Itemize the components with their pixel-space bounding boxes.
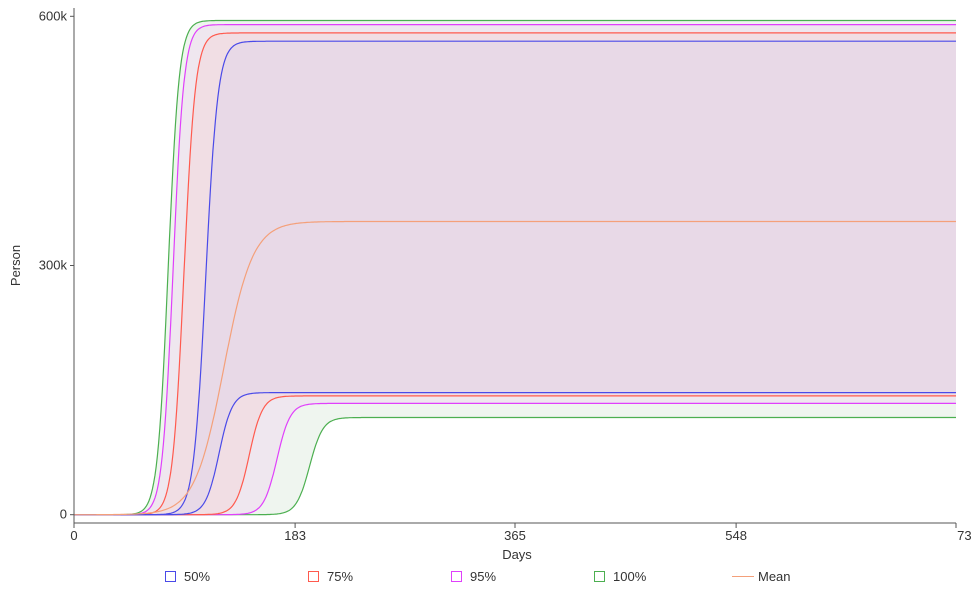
x-tick-label: 0 [70, 528, 77, 543]
x-tick-label: 730 [957, 528, 971, 543]
x-tick-label: 183 [284, 528, 306, 543]
band-95-lower-line [74, 402, 956, 516]
band-95-upper-line [74, 24, 956, 516]
series-lines [74, 19, 956, 516]
legend-label-100: 100% [613, 569, 647, 584]
band-100-upper-line [74, 19, 956, 516]
x-tick-label: 548 [725, 528, 747, 543]
band-50-area [74, 41, 956, 515]
x-axis-ticks: 0 183 365 548 730 [70, 523, 971, 543]
legend-swatch-50 [165, 571, 176, 582]
mean-line [74, 220, 956, 516]
chart-svg: 0 300k 600k 0 183 365 548 730 Days Person [8, 8, 971, 562]
legend-item-100[interactable]: 100% [594, 569, 646, 584]
y-tick-label: 300k [39, 258, 68, 273]
y-axis-ticks: 0 300k 600k [39, 8, 74, 522]
legend-swatch-75 [308, 571, 319, 582]
x-tick-label: 365 [504, 528, 526, 543]
legend-label-50: 50% [184, 569, 211, 584]
legend-item-mean[interactable]: Mean [732, 569, 791, 584]
legend-item-50[interactable]: 50% [165, 569, 210, 584]
x-axis-title: Days [502, 547, 532, 562]
legend-label-95: 95% [470, 569, 497, 584]
legend-swatch-mean [732, 576, 754, 577]
y-axis-title: Person [8, 245, 23, 286]
legend-swatch-100 [594, 571, 605, 582]
band-50-upper-line [74, 40, 956, 516]
legend-item-95[interactable]: 95% [451, 569, 496, 584]
legend-swatch-95 [451, 571, 462, 582]
band-100-area [74, 20, 956, 515]
chart-legend: 50% 75% 95% 100% Mean [0, 569, 971, 591]
legend-label-75: 75% [327, 569, 354, 584]
band-75-upper-line [74, 32, 956, 516]
legend-item-75[interactable]: 75% [308, 569, 353, 584]
band-75-lower-line [74, 395, 956, 516]
y-tick-label: 0 [60, 507, 67, 522]
band-75-area [74, 32, 956, 515]
legend-label-mean: Mean [758, 569, 791, 584]
y-tick-label: 600k [39, 8, 68, 23]
band-50-lower-line [74, 392, 956, 516]
